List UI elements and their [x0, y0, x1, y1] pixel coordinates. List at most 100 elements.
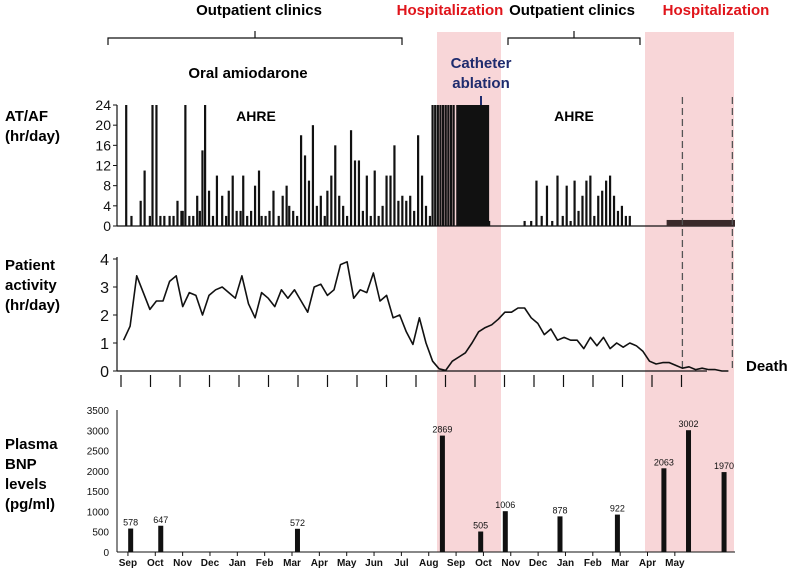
af-bar — [361, 210, 364, 226]
bnp-x-tick-label: Oct — [475, 558, 492, 569]
bnp-value-label: 2869 — [432, 425, 452, 435]
af-bar — [196, 195, 199, 226]
af-bar — [260, 215, 263, 226]
af-bar — [299, 135, 303, 226]
af-bar — [628, 215, 631, 226]
bnp-x-tick-label: Nov — [173, 558, 192, 569]
hospitalization-label-2: Hospitalization — [663, 2, 770, 19]
outpatient-brace-2 — [507, 31, 641, 45]
bnp-value-label: 578 — [123, 518, 138, 528]
af-bar — [231, 175, 234, 226]
bnp-y-tick-label: 3500 — [87, 406, 110, 417]
af-bar — [130, 215, 133, 226]
activity-ylabel-line3: (hr/day) — [5, 297, 60, 314]
af-bar — [441, 105, 445, 226]
af-bar — [545, 185, 549, 226]
af-bar — [556, 175, 559, 226]
af-bar — [597, 195, 600, 226]
af-y-tick-label: 12 — [95, 158, 111, 174]
af-bar — [577, 210, 580, 226]
hospitalization-label-1: Hospitalization — [397, 2, 504, 19]
af-bar — [540, 215, 543, 226]
af-bar — [221, 195, 224, 226]
death-label: Death — [746, 358, 788, 375]
bnp-x-tick-label: Mar — [611, 558, 629, 569]
activity-y-tick-label: 0 — [100, 364, 109, 381]
af-bar — [215, 175, 219, 226]
af-bar — [334, 145, 337, 226]
af-bar — [444, 105, 447, 226]
bnp-x-tick-label: Oct — [147, 558, 164, 569]
af-bar — [397, 200, 400, 226]
bnp-value-label: 572 — [290, 518, 305, 528]
af-ylabel-line2: (hr/day) — [5, 128, 60, 145]
af-bar — [288, 205, 291, 226]
af-bar — [373, 170, 376, 226]
bnp-x-tick-label: Aug — [419, 558, 438, 569]
bnp-x-tick-label: Jun — [365, 558, 383, 569]
af-bar — [303, 155, 307, 226]
af-persistent-block — [666, 219, 735, 226]
af-bar — [330, 175, 333, 226]
bnp-bar — [557, 516, 563, 552]
af-bar — [148, 215, 151, 226]
bnp-bar — [439, 435, 445, 552]
af-y-tick-label: 16 — [95, 137, 111, 153]
bnp-x-tick-label: Apr — [639, 558, 656, 569]
af-y-tick-label: 0 — [103, 218, 111, 234]
af-bar — [246, 215, 249, 226]
af-bar — [385, 175, 388, 226]
bnp-y-tick-label: 500 — [92, 528, 109, 539]
bnp-bar — [128, 528, 134, 552]
bnp-bar — [661, 468, 667, 552]
af-bar — [235, 210, 238, 226]
af-bar — [616, 210, 620, 226]
bnp-value-label: 878 — [552, 505, 567, 515]
af-bar — [365, 175, 368, 226]
af-bar — [257, 170, 261, 226]
af-bar — [211, 215, 215, 226]
bnp-x-tick-label: Sep — [447, 558, 465, 569]
af-bar — [227, 190, 230, 226]
af-bar — [184, 105, 187, 226]
activity-y-tick-label: 1 — [100, 336, 109, 353]
af-bar — [139, 200, 142, 226]
af-bar — [315, 205, 318, 226]
af-bar — [612, 195, 616, 226]
af-bar — [207, 190, 211, 226]
af-bar — [281, 195, 284, 226]
bnp-ylabel-line1: Plasma — [5, 436, 58, 453]
af-bar — [253, 185, 257, 226]
af-bar — [551, 220, 554, 226]
af-bar — [326, 190, 329, 226]
bnp-y-tick-label: 1500 — [87, 487, 110, 498]
af-bar — [188, 215, 191, 226]
af-bar — [608, 175, 612, 226]
bnp-x-tick-label: Jan — [557, 558, 574, 569]
af-bar — [389, 175, 392, 226]
ahre-label-1: AHRE — [236, 108, 276, 124]
bnp-value-label: 505 — [473, 521, 488, 531]
af-bar — [420, 175, 424, 226]
af-bar — [176, 200, 179, 226]
af-bar — [530, 220, 533, 226]
bnp-x-tick-label: Feb — [256, 558, 274, 569]
af-bar — [428, 215, 432, 226]
procedure-label-line2: ablation — [452, 75, 510, 92]
activity-y-tick-label: 3 — [100, 280, 109, 297]
bnp-bar — [158, 525, 164, 552]
bnp-x-tick-label: Dec — [529, 558, 548, 569]
af-bar — [277, 215, 280, 226]
bnp-value-label: 922 — [610, 504, 625, 514]
af-bar — [601, 190, 604, 226]
activity-chart: 0 1 2 3 4 — [100, 252, 729, 387]
af-bar — [151, 105, 154, 226]
treatment-label: Oral amiodarone — [188, 65, 307, 82]
af-bar — [346, 215, 349, 226]
bnp-value-label: 647 — [153, 515, 168, 525]
outpatient-label-2: Outpatient clinics — [509, 2, 635, 19]
bnp-bar — [478, 531, 484, 552]
af-bar — [624, 215, 627, 226]
af-bar — [413, 210, 416, 226]
